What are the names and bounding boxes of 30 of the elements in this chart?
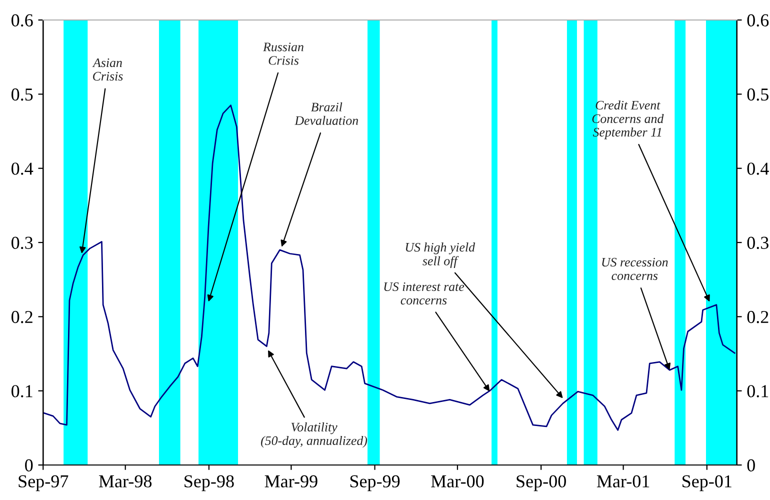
x-tick-label: Sep-98 — [184, 475, 234, 492]
annotation: US recession concerns — [602, 258, 668, 280]
y2-tick-label: 0.6 — [747, 14, 769, 27]
x-tick-label: Mar-00 — [431, 475, 484, 488]
y2-tick-label: 0.1 — [747, 385, 768, 398]
x-tick-label: Mar-98 — [98, 475, 152, 488]
x-tick-label: Sep-99 — [350, 475, 400, 492]
annotation: Russian Crisis — [262, 42, 304, 65]
y-tick-label: 0.5 — [12, 88, 33, 101]
y-tick-label: 0.2 — [12, 310, 32, 324]
y2-tick-label: 0 — [747, 459, 755, 472]
x-tick-label: Sep-01 — [682, 475, 732, 492]
x-tick-label: Sep-00 — [516, 475, 566, 492]
x-tick-label: Mar-01 — [596, 475, 650, 488]
annotation: US high yield sell off — [406, 242, 476, 268]
y2-tick-label: 0.5 — [747, 88, 768, 101]
annotation: US interest rate concerns — [384, 282, 464, 305]
annotation: Brazil Devaluation — [294, 102, 358, 125]
y-tick-label: 0 — [25, 459, 33, 472]
y-tick-label: 0.1 — [12, 385, 32, 398]
y-tick-label: 0.6 — [12, 14, 33, 27]
y2-tick-label: 0.3 — [747, 236, 768, 250]
annotation: Volatility (50-day, annualized) — [261, 422, 368, 448]
annotation: Asian Crisis — [92, 58, 123, 81]
x-tick-label: Sep-97 — [18, 475, 68, 492]
x-tick-label: Mar-99 — [264, 475, 318, 488]
y-tick-label: 0.3 — [12, 236, 33, 250]
y-tick-label: 0.4 — [12, 162, 34, 175]
y2-tick-label: 0.2 — [747, 310, 768, 324]
y2-tick-label: 0.4 — [747, 162, 769, 175]
